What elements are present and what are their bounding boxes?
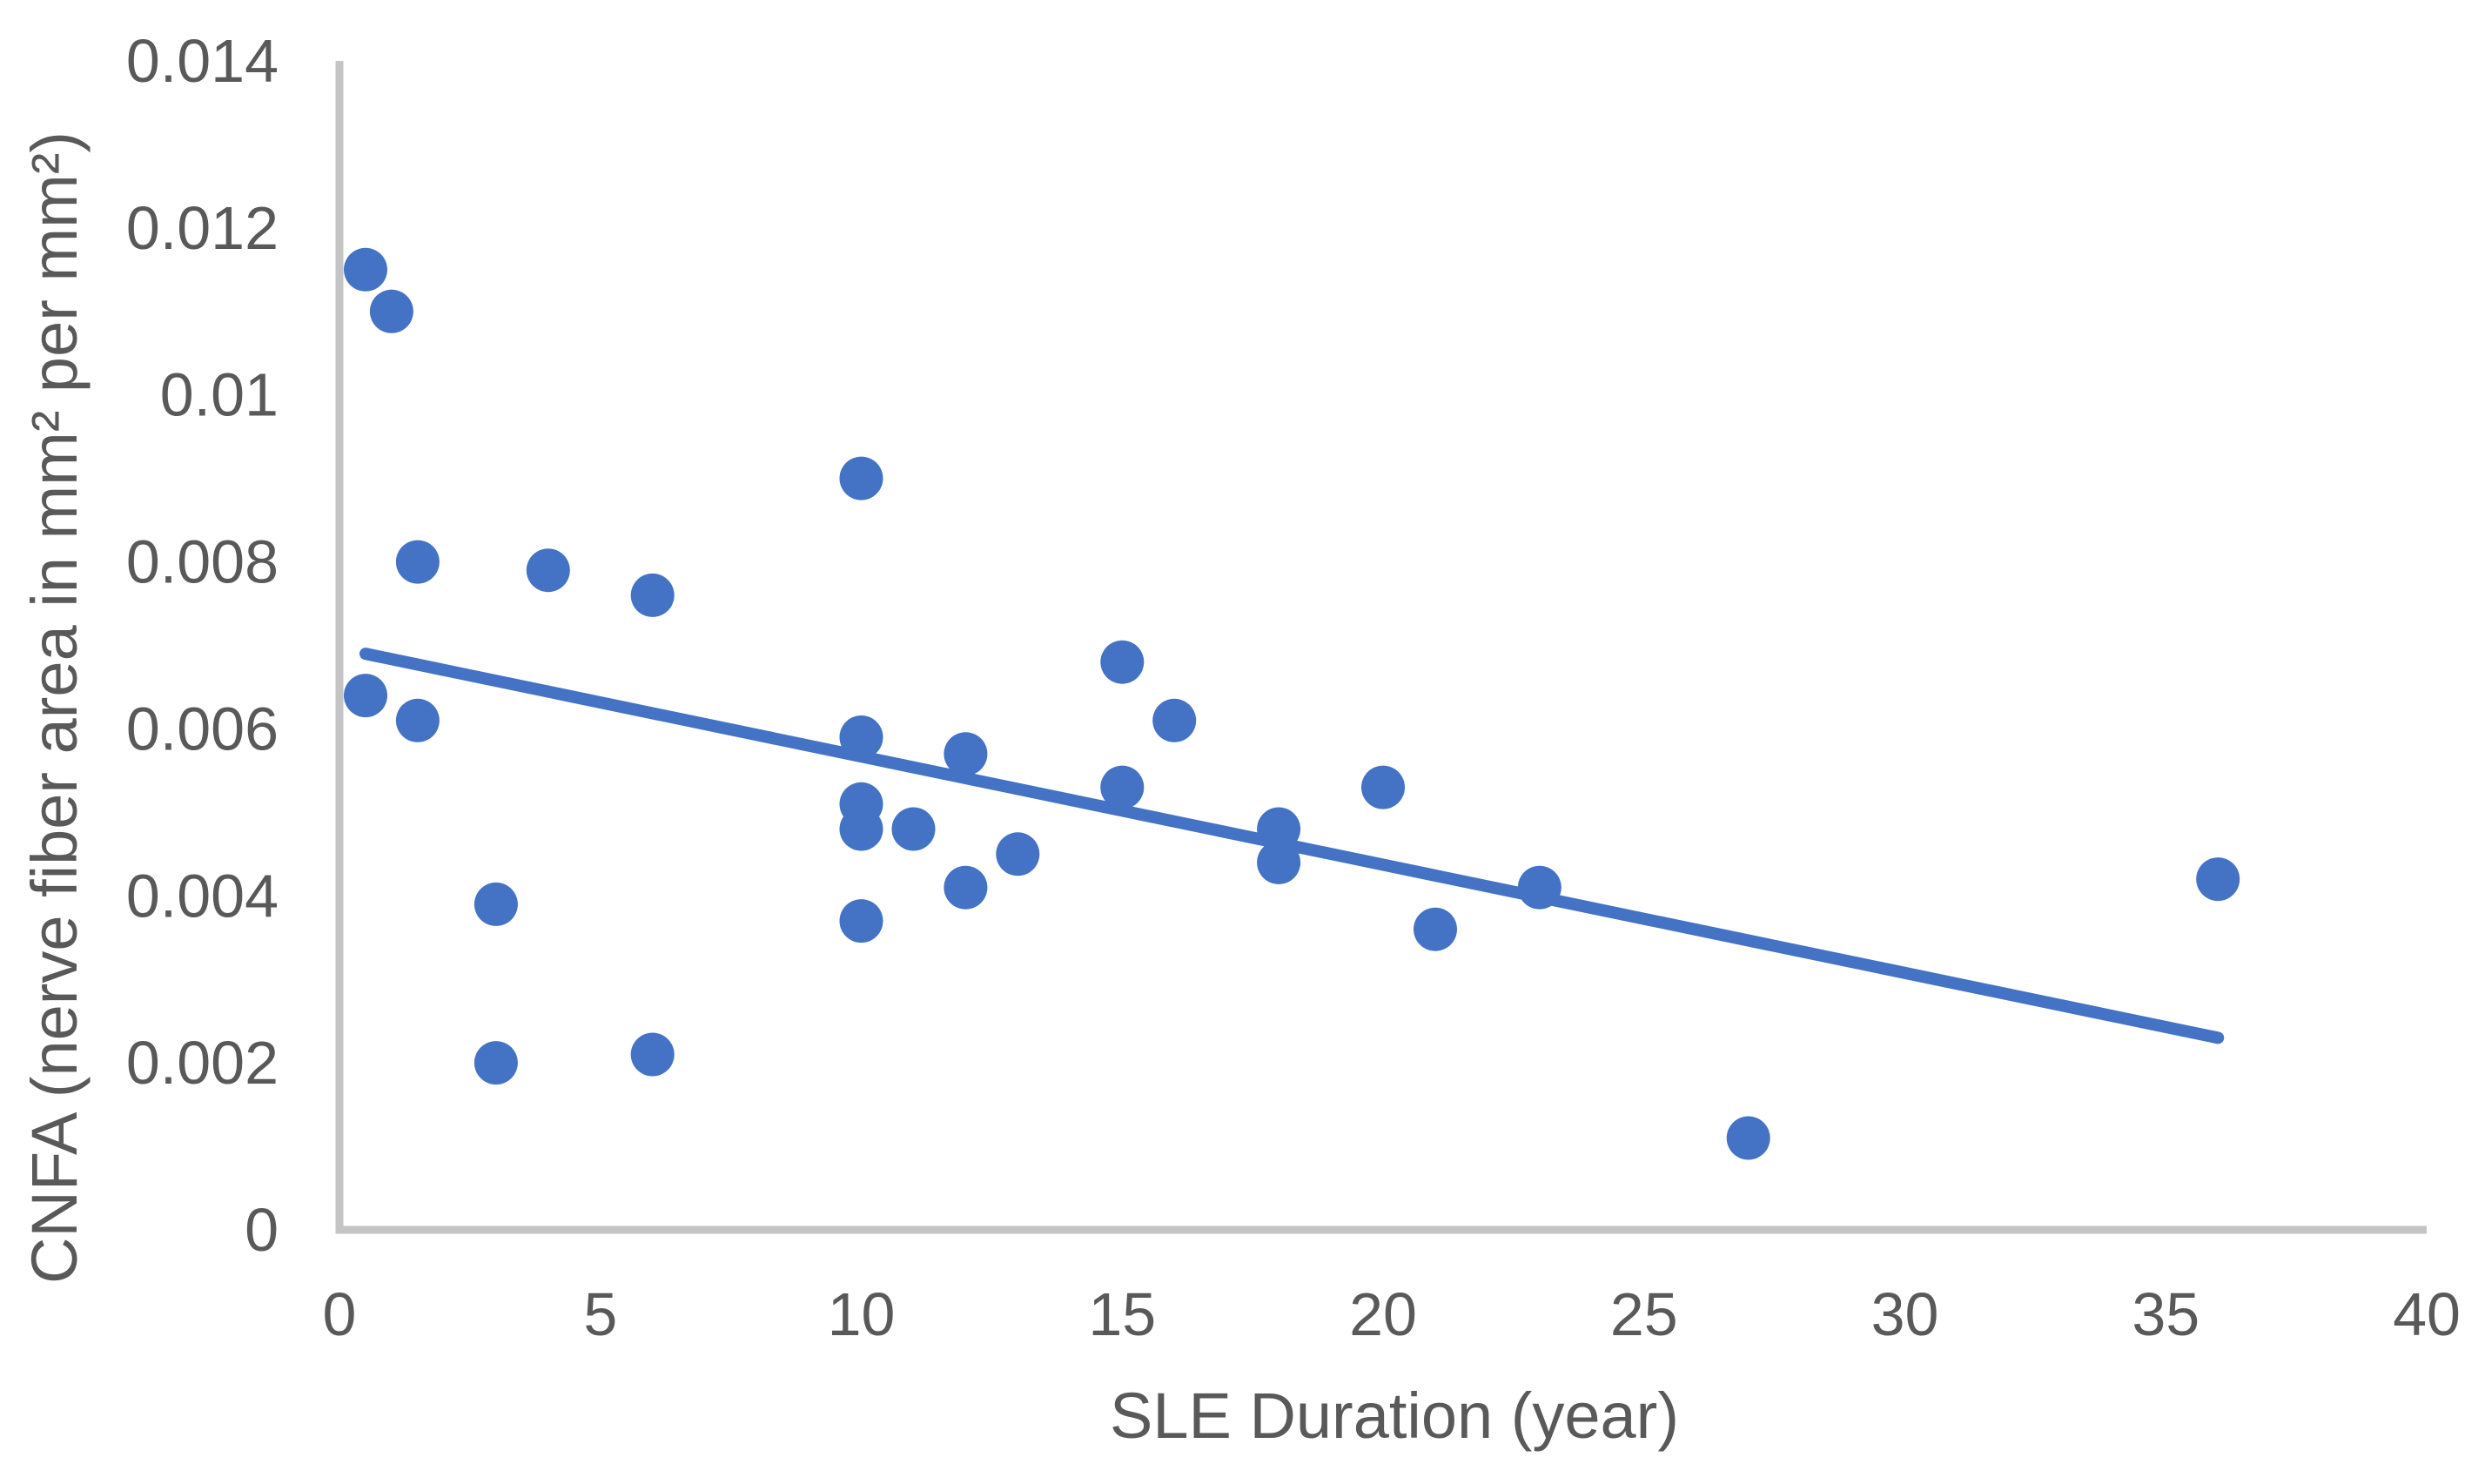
x-tick-label: 0 (323, 1280, 357, 1348)
tick-labels-layer: 0 5 10 15 20 25 30 35 40 0 0.002 0.004 0.006 0.008 0.0… (126, 27, 2461, 1348)
axes-layer (335, 61, 2427, 1234)
y-tick-label: 0 (245, 1196, 279, 1264)
data-point (839, 899, 883, 943)
data-point (526, 548, 570, 593)
data-point (2196, 857, 2240, 902)
x-tick-label: 25 (1610, 1280, 1678, 1348)
data-point (395, 698, 440, 742)
data-point (944, 865, 988, 910)
x-tick-label: 30 (1871, 1280, 1939, 1348)
data-point (1726, 1116, 1770, 1160)
x-tick-label: 15 (1088, 1280, 1156, 1348)
y-tick-label: 0.004 (126, 862, 279, 930)
data-point (839, 807, 883, 851)
data-point (1100, 640, 1145, 684)
data-point (944, 732, 988, 776)
data-point (395, 540, 440, 584)
data-point (344, 247, 387, 292)
x-tick-label: 20 (1349, 1280, 1417, 1348)
y-axis-title: CNFA (nerve fiber area in mm² per mm²) (18, 131, 91, 1284)
x-tick-label: 10 (828, 1280, 896, 1348)
y-tick-label: 0.01 (160, 361, 279, 429)
data-point (473, 1041, 518, 1085)
y-tick-label: 0.012 (126, 194, 279, 262)
data-point (1100, 765, 1145, 809)
x-axis-title: SLE Duration (year) (1110, 1380, 1679, 1452)
data-point (369, 289, 413, 333)
y-tick-label: 0.008 (126, 528, 279, 596)
y-tick-label: 0.002 (126, 1029, 279, 1097)
trendline-layer (359, 648, 2225, 1044)
x-tick-label: 5 (583, 1280, 617, 1348)
data-point (1361, 765, 1405, 809)
data-point (630, 1032, 675, 1077)
data-point (344, 674, 387, 718)
data-point (1257, 840, 1301, 884)
trend-line (359, 648, 2225, 1044)
data-point (630, 573, 675, 617)
y-tick-label: 0.014 (126, 27, 279, 95)
data-point (473, 882, 518, 926)
x-tick-label: 40 (2393, 1280, 2461, 1348)
x-tick-label: 35 (2132, 1280, 2200, 1348)
data-point (1414, 907, 1457, 951)
data-point (1152, 698, 1197, 742)
y-tick-label: 0.006 (126, 695, 279, 762)
data-point (891, 807, 936, 851)
data-point (839, 456, 883, 500)
data-point (996, 832, 1040, 876)
